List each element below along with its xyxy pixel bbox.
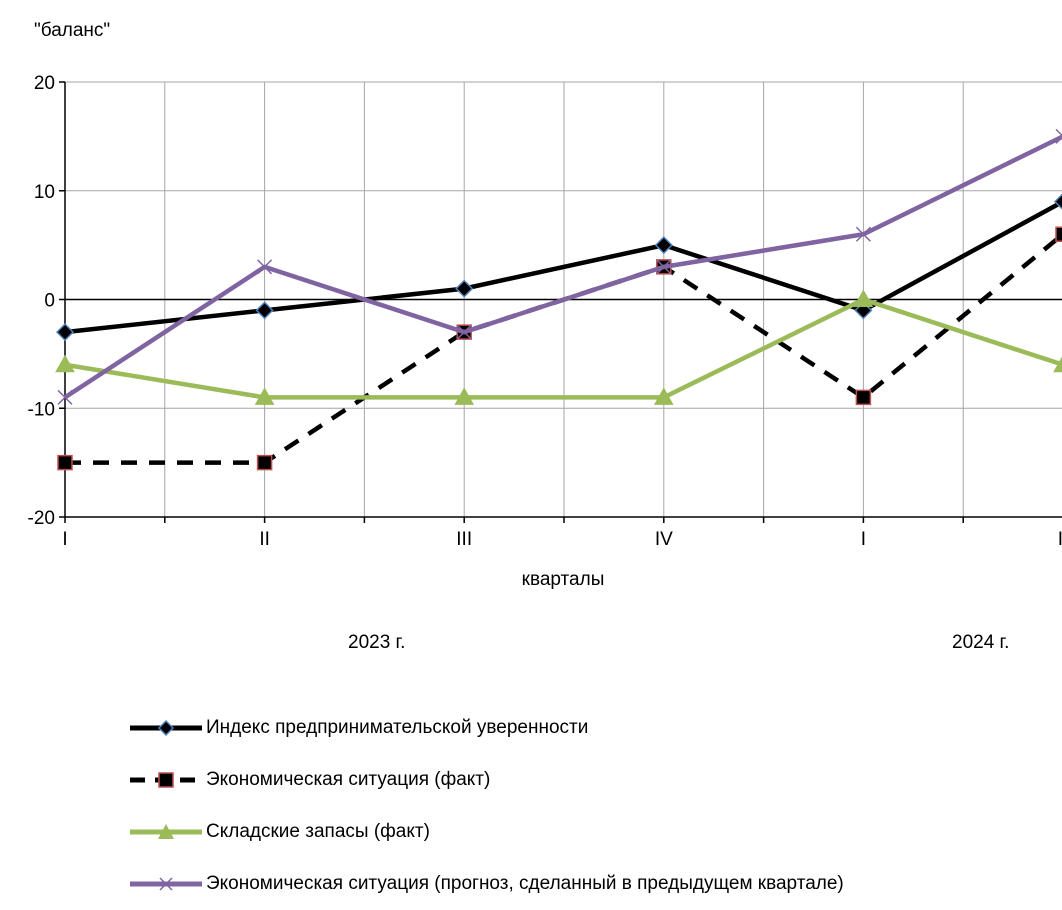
data-point (257, 259, 273, 275)
data-point (254, 387, 275, 405)
y-tick-label: 0 (44, 291, 55, 312)
x-tick-labels: IIIIIIIVIII (62, 529, 1062, 550)
data-point-stroke (1055, 136, 1062, 144)
y-tick-labels: 20 10 0 -10 -20 (28, 73, 55, 529)
data-point (653, 387, 674, 405)
legend-swatch-inventory-fact (130, 824, 202, 839)
legend-item-business-confidence: Индекс предпринимательской уверенности (128, 702, 844, 754)
data-point-stroke (1055, 128, 1062, 137)
series-line (64, 297, 1062, 400)
y-tick-label: 10 (34, 182, 55, 203)
series-layer (55, 128, 1062, 471)
data-point-stroke (855, 226, 871, 242)
year-label-2024: 2024 г. (952, 632, 1010, 653)
year-label-2023: 2023 г. (348, 632, 406, 653)
data-point (55, 354, 75, 373)
legend-label: Экономическая ситуация (прогноз, сделанн… (206, 873, 844, 894)
series-3 (57, 128, 1062, 405)
x-tick-label: II (259, 529, 270, 550)
legend-label: Складские запасы (факт) (206, 821, 430, 842)
data-point (55, 323, 75, 342)
data-point (656, 259, 672, 275)
legend: Индекс предпринимательской уверенности Э… (128, 702, 844, 910)
x-tick-label: III (456, 529, 472, 550)
y-tick-label: -20 (28, 508, 55, 529)
legend-label: Индекс предпринимательской уверенности (206, 717, 589, 738)
y-tick-label: -10 (28, 399, 55, 420)
data-point (255, 301, 274, 320)
data-point-stroke (57, 389, 73, 405)
legend-item-inventory-fact: Складские запасы (факт) (128, 806, 844, 858)
legend-swatch-economic-fact (130, 772, 202, 788)
data-point (1055, 226, 1062, 242)
data-point-stroke (456, 324, 472, 340)
data-point (1053, 356, 1062, 373)
legend-item-economic-forecast: Экономическая ситуация (прогноз, сделанн… (128, 858, 844, 910)
legend-swatch-economic-forecast (130, 877, 202, 891)
y-axis-label: "баланс" (34, 20, 111, 41)
data-point (1055, 128, 1062, 144)
data-point (456, 324, 472, 340)
data-point (654, 236, 673, 255)
data-point (57, 454, 73, 471)
legend-swatch-business-confidence (130, 719, 202, 737)
data-point (853, 289, 874, 307)
data-point-stroke (257, 259, 273, 275)
data-point (57, 389, 73, 405)
legend-label: Экономическая ситуация (факт) (206, 769, 491, 790)
data-point (855, 389, 872, 406)
data-point (455, 279, 474, 298)
series-line (63, 134, 1062, 400)
series-0 (55, 193, 1062, 342)
data-point (454, 387, 475, 405)
y-tick-label: 20 (34, 73, 55, 94)
x-tick-label: IV (655, 529, 673, 550)
series-2 (55, 289, 1062, 405)
data-point-stroke (656, 259, 672, 275)
data-point (855, 226, 871, 242)
x-axis-label: кварталы (522, 569, 605, 590)
series-1 (57, 226, 1062, 471)
data-point (1053, 193, 1062, 210)
x-tick-label: I (62, 529, 67, 550)
data-point (256, 454, 273, 471)
series-line (64, 199, 1062, 335)
legend-item-economic-fact: Экономическая ситуация (факт) (128, 754, 844, 806)
x-tick-label: II (1058, 529, 1062, 550)
x-tick-label: I (861, 529, 866, 550)
